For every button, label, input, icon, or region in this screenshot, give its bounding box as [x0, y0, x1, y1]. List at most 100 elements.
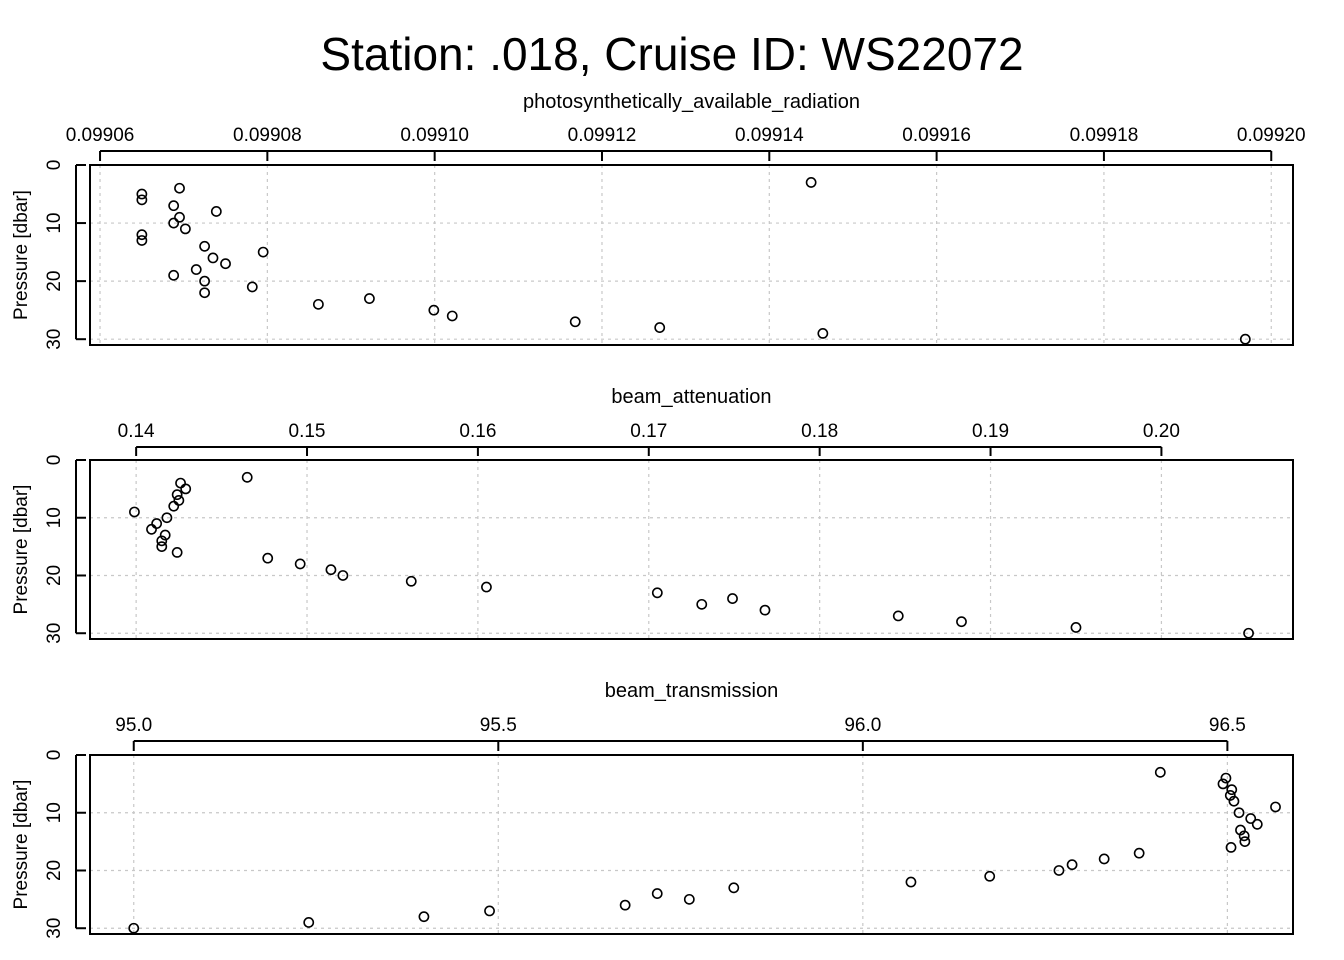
data-point: [1251, 818, 1263, 830]
x-tick-label: 96.0: [844, 715, 881, 736]
data-point: [171, 489, 183, 501]
y-tick-label: 10: [44, 802, 65, 823]
data-point: [168, 200, 180, 212]
data-point: [168, 217, 180, 229]
y-tick-label: 30: [44, 918, 65, 939]
x-tick-label: 0.09916: [902, 125, 971, 146]
x-tick-label: 0.15: [289, 421, 326, 442]
data-point: [199, 240, 211, 252]
y-axis-label: Pressure [dbar]: [11, 190, 32, 320]
data-point: [418, 911, 430, 923]
x-tick-label: 0.09920: [1237, 125, 1306, 146]
data-point: [173, 495, 185, 506]
data-point: [156, 541, 168, 553]
data-point: [654, 322, 666, 333]
data-point: [569, 316, 581, 328]
data-point: [984, 870, 996, 882]
data-point: [1224, 790, 1236, 801]
data-point: [728, 882, 740, 894]
x-tick-label: 0.09906: [66, 125, 135, 146]
data-point: [156, 535, 168, 547]
data-point: [727, 593, 738, 604]
y-axis-label: Pressure [dbar]: [11, 485, 32, 615]
data-point: [892, 610, 904, 622]
data-point: [1154, 766, 1166, 778]
plot-frame: [89, 459, 1294, 640]
y-tick-label: 10: [44, 212, 65, 233]
data-point: [241, 471, 253, 483]
data-point: [651, 888, 663, 899]
data-point: [1217, 778, 1229, 790]
data-point: [1228, 795, 1240, 807]
data-point: [405, 575, 417, 587]
data-point: [428, 304, 440, 316]
data-point: [1233, 807, 1245, 819]
data-point: [1098, 853, 1110, 865]
data-point: [294, 558, 306, 570]
x-axis-label: beam_transmission: [605, 680, 778, 702]
x-tick-label: 0.09908: [233, 125, 302, 146]
x-tick-label: 0.09914: [735, 125, 804, 146]
data-point: [484, 905, 495, 917]
data-point: [174, 211, 185, 223]
data-point: [1133, 847, 1145, 859]
panel-2: 0.14 0.15 0.16 0.17 0.18 0.19 0.20 0 10 20 30 beam_…: [11, 386, 1294, 644]
data-point: [168, 500, 180, 512]
data-point: [129, 506, 140, 518]
data-point: [136, 229, 148, 241]
data-point: [210, 206, 222, 217]
data-point: [246, 281, 258, 293]
data-point: [312, 298, 324, 310]
x-tick-label: 0.09918: [1070, 125, 1139, 146]
data-point: [1053, 865, 1065, 876]
x-tick-label: 0.19: [972, 421, 1009, 442]
x-tick-label: 0.14: [118, 421, 155, 442]
y-tick-label: 30: [44, 329, 65, 350]
data-point: [146, 523, 157, 535]
data-point: [1225, 841, 1237, 853]
data-point: [446, 310, 458, 322]
data-point: [128, 922, 140, 934]
data-point: [168, 269, 180, 281]
data-point: [1220, 772, 1232, 784]
data-point: [1238, 830, 1250, 842]
data-point: [481, 581, 492, 593]
plot-frame: [89, 754, 1294, 935]
data-point: [325, 564, 337, 576]
x-tick-label: 0.09910: [400, 125, 469, 146]
data-point: [1226, 784, 1238, 796]
x-tick-label: 0.20: [1143, 421, 1180, 442]
data-point: [161, 512, 173, 524]
data-point: [905, 876, 917, 888]
data-point: [159, 529, 171, 541]
data-point: [190, 264, 202, 275]
data-point: [1070, 622, 1082, 633]
data-point: [1239, 836, 1251, 848]
data-point: [151, 518, 163, 529]
data-point: [303, 917, 315, 928]
data-point: [696, 598, 708, 610]
y-tick-label: 20: [44, 271, 65, 292]
data-point: [136, 235, 148, 246]
data-point: [174, 182, 185, 194]
y-tick-label: 0: [44, 750, 65, 761]
data-point: [136, 188, 148, 200]
data-point: [956, 616, 967, 628]
y-tick-label: 0: [44, 455, 65, 466]
panel-3: 95.0 95.5 96.0 96.5 0 10 20 30 beam_transmission…: [11, 680, 1294, 939]
data-point: [199, 275, 211, 287]
data-point: [759, 604, 771, 616]
data-point: [207, 252, 219, 264]
y-axis-label: Pressure [dbar]: [11, 780, 32, 910]
chart-title: Station: .018, Cruise ID: WS22072: [320, 28, 1023, 80]
x-tick-label: 95.0: [115, 715, 152, 736]
y-tick-label: 0: [44, 160, 65, 171]
y-tick-label: 10: [44, 507, 65, 528]
x-tick-label: 0.16: [459, 421, 496, 442]
data-point: [262, 552, 274, 564]
x-axis-label: photosynthetically_available_radiation: [523, 91, 860, 113]
data-point: [1245, 813, 1257, 824]
x-tick-label: 96.5: [1209, 715, 1246, 736]
data-point: [619, 899, 631, 911]
